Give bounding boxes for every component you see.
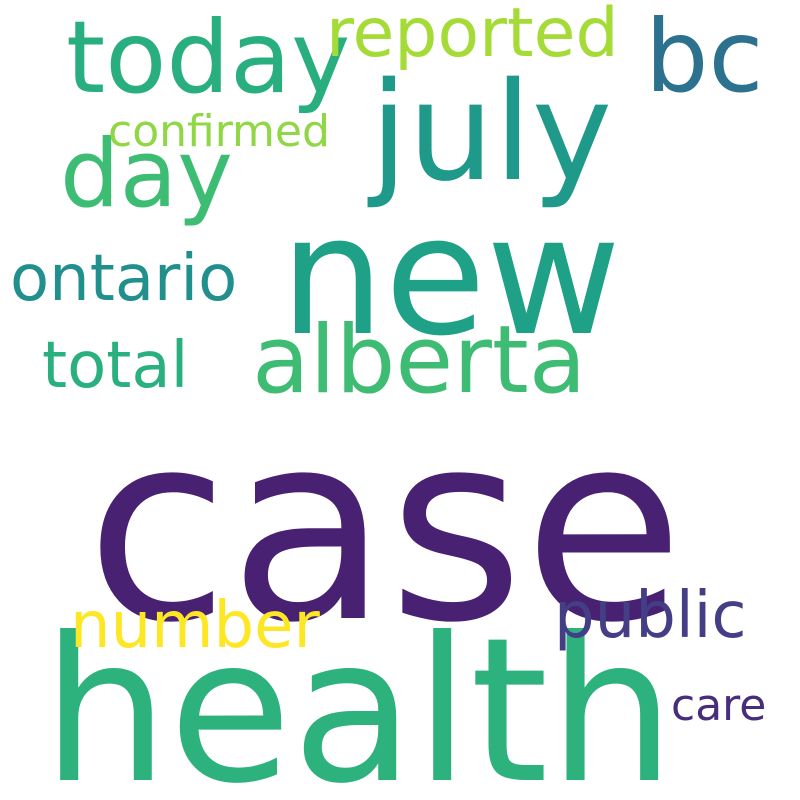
word-public: public bbox=[554, 579, 747, 653]
word-case: case bbox=[86, 378, 684, 680]
word-alberta: alberta bbox=[252, 306, 587, 415]
word-bc: bc bbox=[645, 0, 764, 115]
word-new: new bbox=[280, 180, 622, 372]
word-ontario: ontario bbox=[10, 242, 238, 316]
word-reported: reported bbox=[326, 0, 619, 73]
word-health: health bbox=[42, 595, 676, 800]
word-number: number bbox=[70, 589, 320, 663]
word-care: care bbox=[671, 680, 767, 731]
word-today: today bbox=[66, 0, 351, 116]
word-july: july bbox=[370, 54, 613, 212]
word-day: day bbox=[60, 120, 233, 229]
word-confirmed: confirmed bbox=[108, 106, 330, 157]
word-total: total bbox=[42, 329, 189, 403]
